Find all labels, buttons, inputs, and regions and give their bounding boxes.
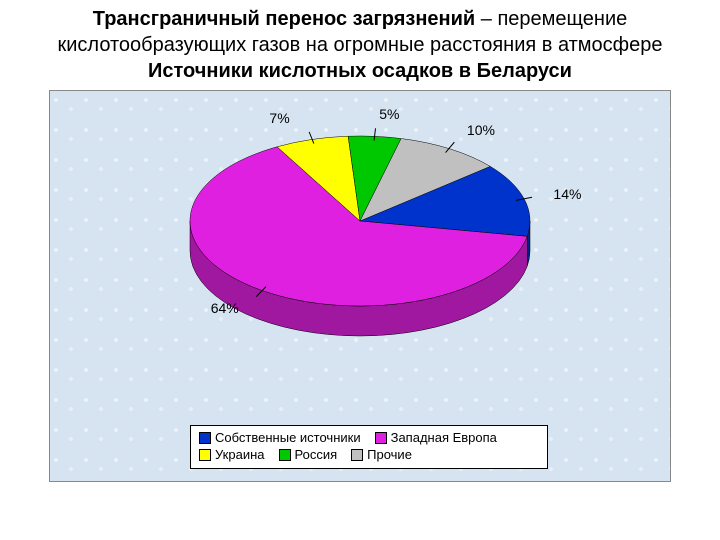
legend: Собственные источники Западная Европа Укра… bbox=[190, 425, 548, 469]
title-bold-1: Трансграничный перенос загрязнений bbox=[93, 8, 476, 30]
legend-swatch bbox=[199, 449, 211, 461]
legend-swatch bbox=[351, 449, 363, 461]
legend-label: Прочие bbox=[367, 447, 412, 462]
slice-label: 14% bbox=[553, 186, 581, 202]
title-block: Трансграничный перенос загрязнений – пер… bbox=[0, 0, 720, 86]
legend-label: Украина bbox=[215, 447, 265, 462]
legend-item: Украина bbox=[199, 447, 265, 462]
legend-item: Прочие bbox=[351, 447, 412, 462]
legend-label: Западная Европа bbox=[391, 430, 497, 445]
legend-swatch bbox=[199, 432, 211, 444]
legend-item: Собственные источники bbox=[199, 430, 361, 445]
legend-label: Россия bbox=[295, 447, 338, 462]
slice-label: 10% bbox=[467, 122, 495, 138]
slice-label: 5% bbox=[379, 106, 399, 122]
legend-swatch bbox=[279, 449, 291, 461]
legend-label: Собственные источники bbox=[215, 430, 361, 445]
legend-item: Россия bbox=[279, 447, 338, 462]
legend-item: Западная Европа bbox=[375, 430, 497, 445]
legend-swatch bbox=[375, 432, 387, 444]
title-bold-2: Источники кислотных осадков в Беларуси bbox=[148, 60, 572, 82]
pie-chart bbox=[180, 111, 540, 371]
slice-label: 64% bbox=[211, 300, 239, 316]
chart-container: 14% 64% 7% 5% 10% Собственные источники Запад… bbox=[49, 90, 671, 482]
slice-label: 7% bbox=[269, 110, 289, 126]
